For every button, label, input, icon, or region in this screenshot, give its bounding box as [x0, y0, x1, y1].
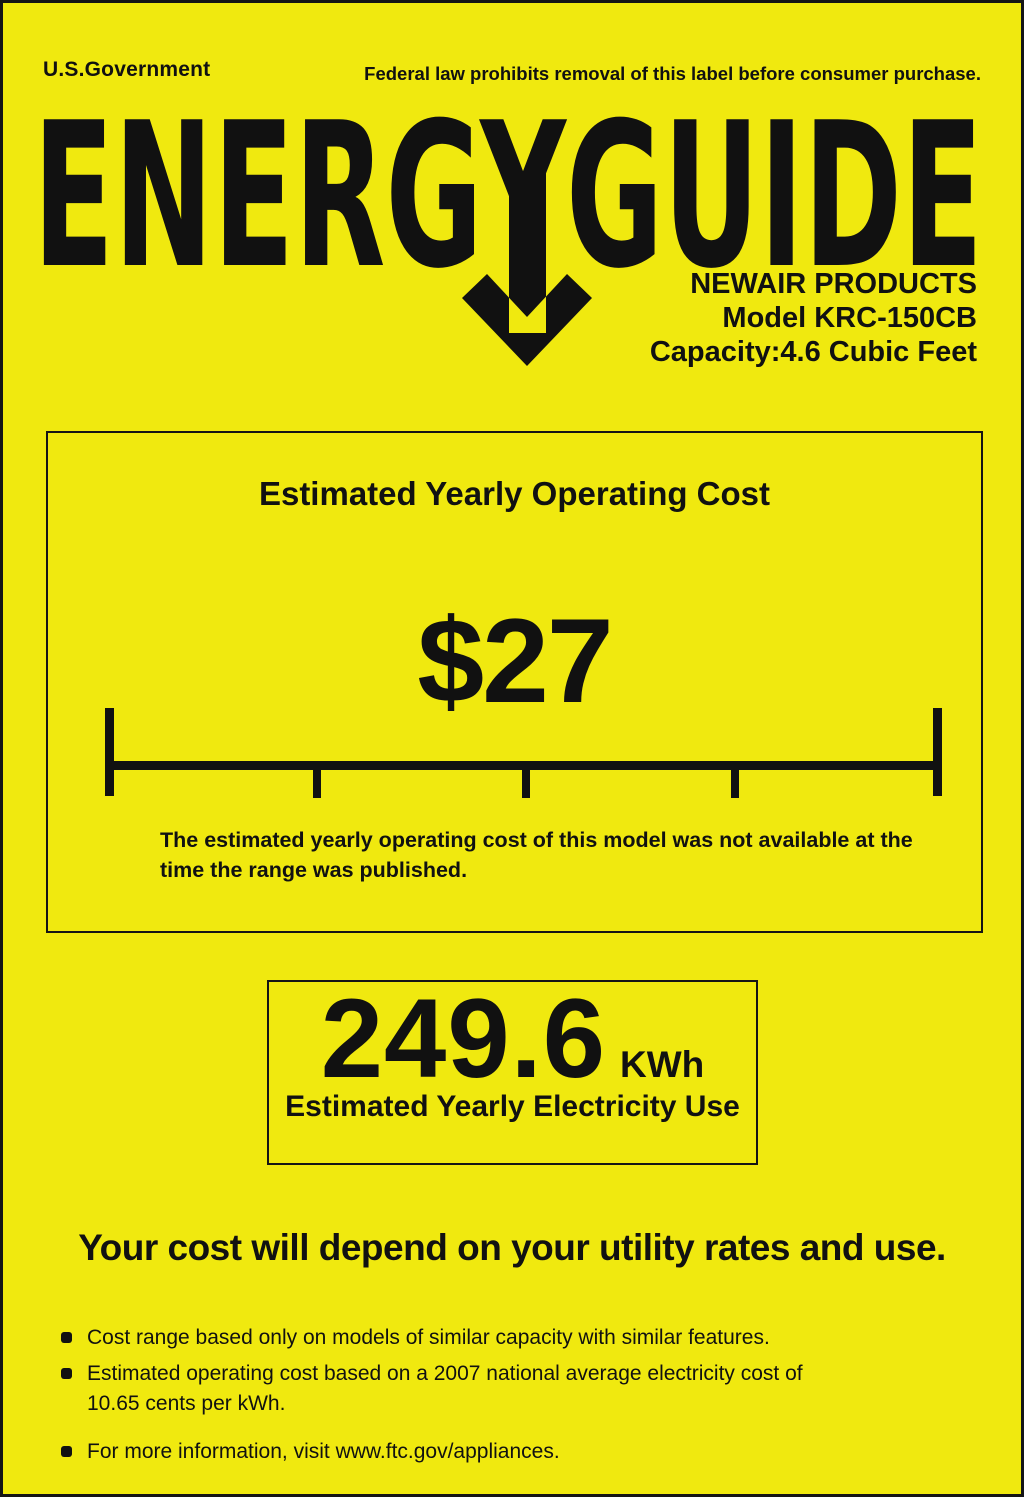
scale-tick-mid [313, 761, 321, 798]
product-info: NEWAIR PRODUCTS Model KRC-150CB Capacity… [650, 267, 977, 369]
footnote-text: Estimated operating cost based on a 2007… [87, 1362, 803, 1415]
scale-tick-left-end [105, 708, 114, 796]
scale-tick-mid [522, 761, 530, 798]
federal-law-notice: Federal law prohibits removal of this la… [364, 63, 981, 84]
electricity-use-unit: KWh [620, 1044, 705, 1085]
footnote-list: Cost range based only on models of simil… [61, 1323, 861, 1467]
product-brand: NEWAIR PRODUCTS [690, 268, 977, 300]
bullet-icon [61, 1332, 72, 1343]
product-model: Model KRC-150CB [722, 302, 977, 334]
operating-cost-heading: Estimated Yearly Operating Cost [258, 475, 771, 512]
footnote-text: For more information, visit www.ftc.gov/… [87, 1440, 560, 1463]
down-arrow-icon [462, 173, 592, 366]
footnote-item: Cost range based only on models of simil… [61, 1323, 861, 1353]
bullet-icon [61, 1446, 72, 1457]
utility-rates-note: Your cost will depend on your utility ra… [78, 1227, 946, 1268]
operating-cost-value: $27 [417, 594, 613, 728]
footnote-item: Estimated operating cost based on a 2007… [61, 1359, 861, 1419]
scale-tick-mid [731, 761, 739, 798]
scale-tick-right-end [933, 708, 942, 796]
logo-title-text: ENERGYGUIDE [33, 93, 983, 313]
electricity-use-value: 249.6 [320, 976, 607, 1101]
cost-range-note: The estimated yearly operating cost of t… [160, 828, 913, 882]
operating-cost-box: Estimated Yearly Operating Cost $27 The … [46, 431, 983, 933]
us-government-text: U.S.Government [43, 58, 211, 81]
bullet-icon [61, 1368, 72, 1379]
footnote-item: For more information, visit www.ftc.gov/… [61, 1437, 861, 1467]
electricity-use-caption: Estimated Yearly Electricity Use [285, 1089, 740, 1123]
electricity-use-value-row: 249.6 KWh [321, 980, 705, 1098]
footnote-text: Cost range based only on models of simil… [87, 1326, 770, 1349]
electricity-use-box: 249.6 KWh Estimated Yearly Electricity U… [267, 980, 758, 1165]
product-capacity: Capacity:4.6 Cubic Feet [649, 336, 977, 368]
energyguide-logo: ENERGYGUIDE [33, 93, 983, 366]
